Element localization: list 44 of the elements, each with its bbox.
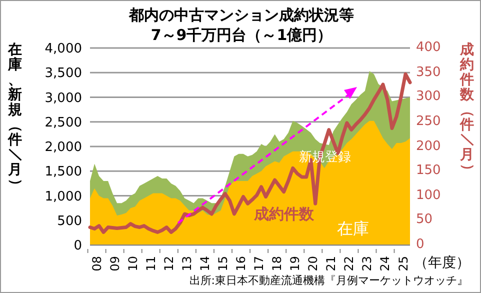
y-tick-label: 1,500 [44, 164, 82, 180]
x-tick-label: 23 [360, 256, 374, 272]
x-tick-label: 09 [108, 256, 122, 272]
series-label: 成約件数 [254, 205, 314, 224]
series-label: 在庫 [337, 219, 369, 240]
y-tick-label: 4,000 [44, 42, 82, 57]
y2-tick-label: 150 [416, 163, 441, 180]
y2-tick-label: 100 [416, 188, 441, 204]
x-tick-label: 21 [324, 256, 338, 272]
x-tick-label: 13 [180, 256, 194, 272]
chart-subtitle: 7～9千万円台（～1億円） [150, 26, 332, 44]
x-tick-label: 24 [378, 256, 392, 272]
y-tick-label: 500 [57, 214, 82, 229]
x-tick-label: 22 [342, 256, 356, 272]
y2-tick-label: 350 [416, 64, 441, 81]
y2-tick-label: 50 [416, 212, 433, 228]
x-tick-label: 20 [306, 256, 320, 272]
y2-tick-label: 200 [416, 138, 441, 154]
x-tick-label: 19 [288, 256, 302, 272]
y-tick-label: 3,000 [44, 90, 82, 106]
y-tick-label: 3,500 [44, 66, 82, 82]
chart-title: 都内の中古マンション成約状況等 [128, 5, 355, 25]
x-tick-label: 10 [126, 256, 140, 272]
x-tick-label: 18 [270, 256, 284, 272]
text: 成約件数（件／月） [460, 42, 476, 178]
y-tick-label: 1,000 [44, 189, 82, 204]
y2-tick-label: 250 [416, 114, 441, 130]
y-tick-label: 2,500 [44, 115, 82, 130]
text: 在庫、新規（件／月） [8, 42, 24, 192]
y-tick-label: 0 [74, 238, 82, 254]
x-tick-label: 12 [162, 256, 176, 272]
text: 出所:東日本不動産流通機構『月例マーケットウオッチ』 [189, 273, 468, 288]
x-tick-label: 17 [252, 256, 266, 272]
x-tick-label: 14 [198, 256, 212, 272]
x-tick-label: 25 [396, 256, 410, 272]
x-axis-title: （年度） [414, 254, 470, 272]
x-tick-label: 08 [90, 256, 104, 272]
y2-tick-label: 400 [416, 40, 441, 56]
y-tick-label: 2,000 [44, 140, 82, 156]
x-tick-label: 16 [234, 256, 248, 272]
y2-tick-label: 0 [416, 237, 424, 253]
x-tick-label: 15 [216, 256, 230, 272]
x-tick-label: 11 [144, 256, 158, 272]
y2-tick-label: 300 [416, 89, 441, 106]
